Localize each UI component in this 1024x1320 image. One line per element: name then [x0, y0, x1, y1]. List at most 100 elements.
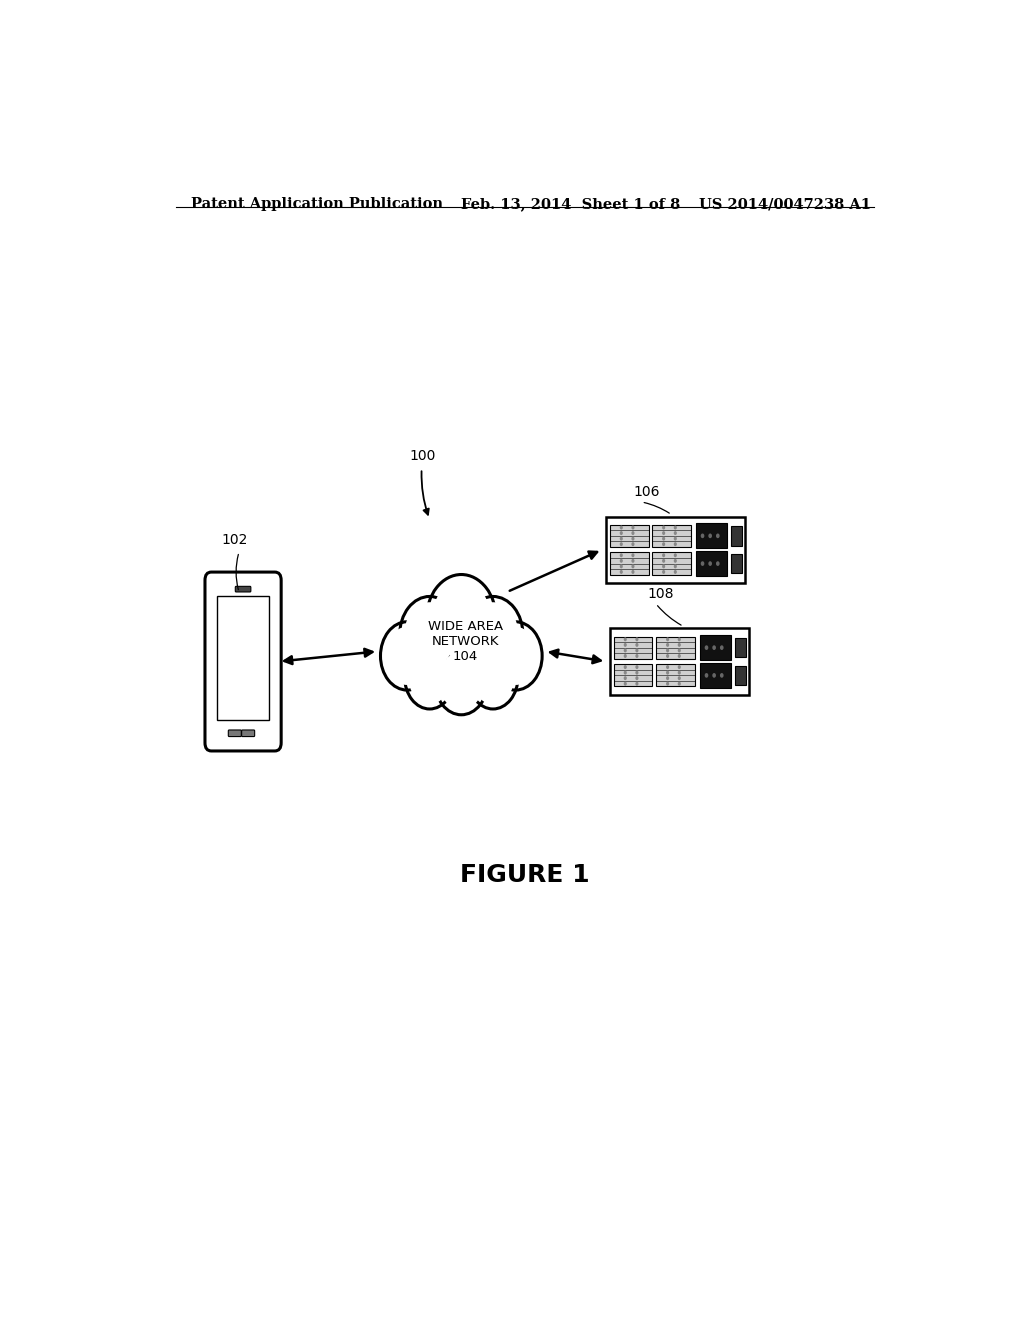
Circle shape [468, 645, 518, 709]
Circle shape [678, 653, 681, 657]
Circle shape [438, 652, 484, 710]
FancyBboxPatch shape [205, 572, 282, 751]
Bar [217, 597, 269, 721]
Bar [652, 525, 691, 546]
Circle shape [381, 622, 434, 690]
Circle shape [666, 671, 669, 675]
Bar [613, 664, 652, 686]
Circle shape [632, 525, 635, 529]
Circle shape [399, 597, 460, 673]
FancyBboxPatch shape [228, 730, 242, 737]
Circle shape [666, 643, 669, 647]
Circle shape [624, 648, 627, 652]
Bar [731, 554, 741, 573]
Circle shape [624, 681, 627, 685]
Circle shape [632, 543, 635, 546]
Circle shape [666, 638, 669, 642]
Circle shape [674, 525, 677, 529]
Circle shape [720, 645, 724, 649]
Circle shape [632, 531, 635, 535]
Text: US 2014/0047238 A1: US 2014/0047238 A1 [699, 197, 871, 211]
Circle shape [666, 665, 669, 669]
Circle shape [663, 537, 666, 541]
Bar [735, 638, 745, 657]
Circle shape [384, 627, 430, 685]
Bar [652, 553, 691, 574]
Bar [696, 523, 727, 548]
Circle shape [678, 671, 681, 675]
Circle shape [635, 638, 639, 642]
Bar [656, 664, 695, 686]
Text: 106: 106 [634, 484, 660, 499]
Text: 102: 102 [221, 533, 248, 546]
Circle shape [709, 533, 712, 539]
Circle shape [472, 649, 514, 704]
Circle shape [666, 681, 669, 685]
Text: FIGURE 1: FIGURE 1 [460, 863, 590, 887]
Circle shape [678, 676, 681, 680]
Circle shape [666, 648, 669, 652]
Circle shape [620, 553, 623, 557]
Bar [613, 636, 652, 659]
Circle shape [620, 558, 623, 562]
Bar [606, 516, 745, 582]
Circle shape [700, 533, 705, 539]
Text: WIDE AREA
NETWORK
104: WIDE AREA NETWORK 104 [428, 619, 503, 663]
Circle shape [663, 525, 666, 529]
Circle shape [632, 558, 635, 562]
Circle shape [493, 627, 539, 685]
Circle shape [674, 558, 677, 562]
Circle shape [426, 574, 497, 664]
Circle shape [705, 645, 709, 649]
Circle shape [713, 645, 716, 649]
Circle shape [674, 537, 677, 541]
Bar [609, 525, 648, 546]
Bar [735, 665, 745, 685]
Text: 108: 108 [648, 586, 675, 601]
Circle shape [705, 673, 709, 677]
Circle shape [635, 643, 639, 647]
Circle shape [635, 681, 639, 685]
Circle shape [674, 531, 677, 535]
Circle shape [624, 676, 627, 680]
Circle shape [632, 553, 635, 557]
Circle shape [620, 543, 623, 546]
Circle shape [678, 643, 681, 647]
Circle shape [468, 602, 518, 668]
Circle shape [632, 565, 635, 569]
Bar [696, 552, 727, 576]
Circle shape [709, 561, 712, 566]
Bar [610, 628, 749, 694]
Bar [656, 636, 695, 659]
Circle shape [716, 561, 720, 566]
Text: Feb. 13, 2014  Sheet 1 of 8: Feb. 13, 2014 Sheet 1 of 8 [461, 197, 681, 211]
Circle shape [404, 602, 455, 668]
Circle shape [678, 638, 681, 642]
Circle shape [620, 565, 623, 569]
Circle shape [666, 676, 669, 680]
Circle shape [720, 673, 724, 677]
Circle shape [431, 581, 492, 657]
Circle shape [678, 648, 681, 652]
Circle shape [678, 665, 681, 669]
Circle shape [635, 648, 639, 652]
Bar [700, 663, 731, 688]
Circle shape [674, 553, 677, 557]
Circle shape [488, 622, 542, 690]
Circle shape [674, 565, 677, 569]
Circle shape [700, 561, 705, 566]
Circle shape [404, 645, 455, 709]
Circle shape [409, 649, 451, 704]
Circle shape [663, 553, 666, 557]
Circle shape [663, 565, 666, 569]
Bar [731, 527, 741, 545]
Circle shape [678, 681, 681, 685]
Circle shape [635, 653, 639, 657]
Bar [700, 635, 731, 660]
Circle shape [620, 525, 623, 529]
Text: Patent Application Publication: Patent Application Publication [191, 197, 443, 211]
Circle shape [620, 570, 623, 574]
FancyBboxPatch shape [236, 586, 251, 591]
Circle shape [624, 671, 627, 675]
Circle shape [434, 647, 488, 714]
